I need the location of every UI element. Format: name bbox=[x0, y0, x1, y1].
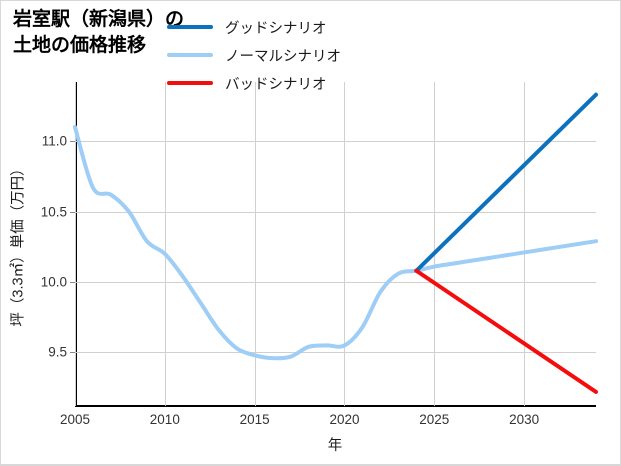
series-line bbox=[414, 268, 598, 394]
page-title: 岩室駅（新潟県）の 土地の価格推移 bbox=[13, 9, 185, 56]
gridline-vertical bbox=[254, 82, 256, 406]
legend-item[interactable]: グッドシナリオ bbox=[167, 13, 427, 41]
x-axis-line bbox=[75, 405, 596, 407]
y-tick-label: 10.0 bbox=[40, 274, 67, 290]
y-axis-line bbox=[75, 82, 77, 407]
gridline-vertical bbox=[164, 82, 166, 406]
legend: グッドシナリオ ノーマルシナリオ バッドシナリオ bbox=[167, 13, 427, 97]
y-tick-label: 11.0 bbox=[41, 133, 67, 149]
legend-item-label: グッドシナリオ bbox=[225, 20, 327, 37]
legend-item[interactable]: バッドシナリオ bbox=[167, 69, 427, 97]
gridline-vertical bbox=[524, 82, 526, 406]
gridline-horizontal bbox=[75, 211, 596, 213]
y-tick-label: 10.5 bbox=[40, 204, 67, 220]
plot-area: 9.5 10.0 10.5 11.0 2005 2010 2015 2020 2025 2030… bbox=[41, 82, 598, 454]
y-tick-mark bbox=[70, 352, 75, 354]
x-tick-label: 2010 bbox=[149, 412, 180, 427]
x-tick-label: 2030 bbox=[509, 412, 540, 427]
series-layer bbox=[73, 92, 598, 394]
x-axis-label: 年 bbox=[327, 438, 343, 454]
gridline-vertical bbox=[344, 82, 346, 406]
gridline-vertical bbox=[434, 82, 436, 406]
legend-item[interactable]: ノーマルシナリオ bbox=[167, 41, 427, 69]
y-tick-mark bbox=[70, 211, 75, 213]
legend-item-label: ノーマルシナリオ bbox=[225, 48, 341, 65]
gridline-horizontal bbox=[75, 141, 596, 143]
gridline-horizontal bbox=[75, 282, 596, 284]
series-line bbox=[414, 92, 598, 273]
gridline-vertical bbox=[75, 82, 76, 406]
x-tick-label: 2005 bbox=[59, 412, 91, 427]
legend-color-swatch bbox=[167, 53, 213, 57]
x-tick-label: 2015 bbox=[239, 412, 270, 427]
x-tick-label: 2020 bbox=[329, 412, 360, 427]
gridline-horizontal bbox=[75, 352, 596, 354]
y-tick-mark bbox=[70, 141, 75, 143]
y-axis-label: 坪（3.3㎡）単価（万円） bbox=[10, 161, 27, 327]
x-tick-label: 2025 bbox=[419, 412, 450, 427]
y-tick-label: 9.5 bbox=[48, 344, 67, 360]
legend-color-swatch bbox=[167, 25, 213, 29]
legend-color-swatch bbox=[167, 81, 213, 85]
legend-item-label: バッドシナリオ bbox=[225, 76, 327, 93]
series-line bbox=[73, 125, 598, 361]
y-tick-mark bbox=[70, 282, 75, 284]
